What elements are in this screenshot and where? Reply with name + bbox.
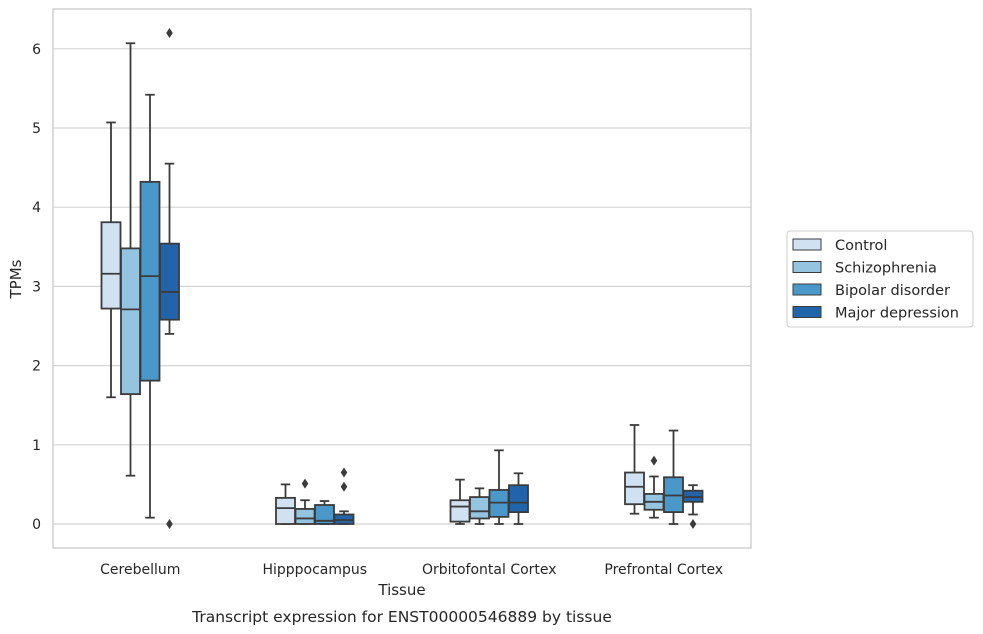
box-control xyxy=(449,478,471,525)
box-major-depression xyxy=(508,472,529,525)
y-tick-label: 6 xyxy=(32,42,41,58)
box-schizophrenia xyxy=(469,487,490,525)
outlier-point xyxy=(166,519,173,529)
y-tick-label: 5 xyxy=(32,121,41,137)
legend: Control Schizophrenia Bipolar disorder Majo… xyxy=(786,230,974,328)
box-body xyxy=(139,180,161,382)
box-body xyxy=(469,496,490,520)
y-tick-label: 1 xyxy=(32,438,41,454)
box-schizophrenia xyxy=(643,455,665,519)
box-body xyxy=(294,508,316,525)
y-axis-label: TPMs xyxy=(7,259,25,299)
outlier-point xyxy=(166,27,173,38)
box-control xyxy=(100,121,122,399)
y-tick-labels: 0 1 2 3 4 5 6 xyxy=(32,42,41,533)
legend-swatch xyxy=(792,238,822,251)
box-body xyxy=(159,242,180,321)
chart-caption: Transcript expression for ENST0000054688… xyxy=(191,608,612,626)
x-tick-label: Cerebellum xyxy=(100,562,180,578)
legend-label: Schizophrenia xyxy=(835,261,937,277)
box-major-depression xyxy=(159,27,180,529)
box-schizophrenia xyxy=(120,42,141,477)
outlier-point xyxy=(689,519,697,529)
box-bipolar-disorder xyxy=(139,93,161,519)
x-tick-label: Hipppocampus xyxy=(262,562,367,578)
box-body xyxy=(449,499,471,523)
legend-swatch xyxy=(792,283,822,296)
legend-swatch xyxy=(792,306,822,318)
box-schizophrenia xyxy=(294,478,316,525)
box-body xyxy=(624,471,645,506)
legend-frame xyxy=(786,230,974,328)
box-control xyxy=(624,424,645,515)
box-body xyxy=(275,496,296,525)
y-tick-label: 3 xyxy=(32,279,41,295)
outlier-point xyxy=(340,467,348,478)
legend-label: Control xyxy=(835,238,887,254)
box-major-depression xyxy=(333,467,355,525)
y-tick-label: 4 xyxy=(32,200,41,216)
box-control xyxy=(275,483,296,525)
x-axis-label: Tissue xyxy=(377,581,425,599)
box-body xyxy=(100,221,122,310)
box-bipolar-disorder xyxy=(488,449,510,525)
box-series xyxy=(100,27,704,529)
x-tick-label: Prefrontal Cortex xyxy=(604,562,723,578)
x-tick-labels: Cerebellum Hipppocampus Orbitofontal Corte… xyxy=(100,562,723,578)
outlier-point xyxy=(650,455,658,466)
box-bipolar-disorder xyxy=(314,500,335,525)
box-body xyxy=(120,247,141,396)
legend-label: Bipolar disorder xyxy=(835,283,950,299)
x-tick-label: Orbitofontal Cortex xyxy=(422,562,557,578)
box-major-depression xyxy=(682,484,704,529)
outlier-point xyxy=(340,481,348,492)
legend-label: Major depression xyxy=(835,306,959,322)
y-tick-label: 0 xyxy=(32,517,41,533)
box-bipolar-disorder xyxy=(663,429,684,525)
legend-swatch xyxy=(792,261,822,273)
box-body xyxy=(508,484,529,514)
outlier-point xyxy=(301,478,309,489)
y-tick-label: 2 xyxy=(32,359,41,375)
plot-frame xyxy=(52,8,752,549)
